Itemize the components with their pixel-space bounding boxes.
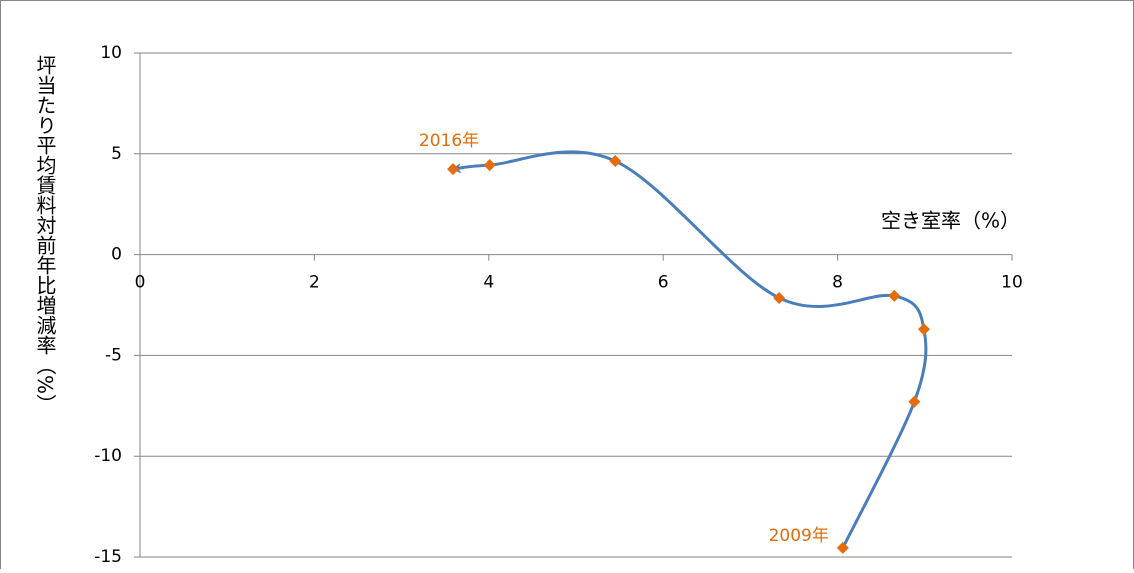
point xyxy=(483,159,496,172)
point xyxy=(917,323,930,336)
annotation: 2009年 xyxy=(769,526,829,546)
y-tick-label: 10 xyxy=(100,43,122,63)
series-line xyxy=(451,150,928,549)
point xyxy=(908,395,921,408)
x-tick-label: 10 xyxy=(1001,273,1023,293)
x-tick-label: 4 xyxy=(483,273,494,293)
x-axis-label: 空き室率（%） xyxy=(881,209,1020,233)
y-tick-label: -5 xyxy=(105,345,122,365)
point xyxy=(447,163,460,176)
x-tick-label: 8 xyxy=(832,273,843,293)
y-axis-label: 坪当たり平均賃料対前年比増減率（%） xyxy=(33,55,57,414)
y-tick-label: -15 xyxy=(94,547,122,567)
point xyxy=(836,541,849,554)
y-tick-label: 5 xyxy=(111,144,122,164)
y-tick-label: -10 xyxy=(94,446,122,466)
annotation: 2016年 xyxy=(419,131,479,151)
x-tick-label: 0 xyxy=(135,273,146,293)
x-tick-label: 2 xyxy=(309,273,320,293)
x-tick-label: 6 xyxy=(658,273,669,293)
point xyxy=(888,289,901,302)
y-tick-label: 0 xyxy=(111,245,122,265)
point xyxy=(609,155,622,168)
point xyxy=(773,291,786,304)
